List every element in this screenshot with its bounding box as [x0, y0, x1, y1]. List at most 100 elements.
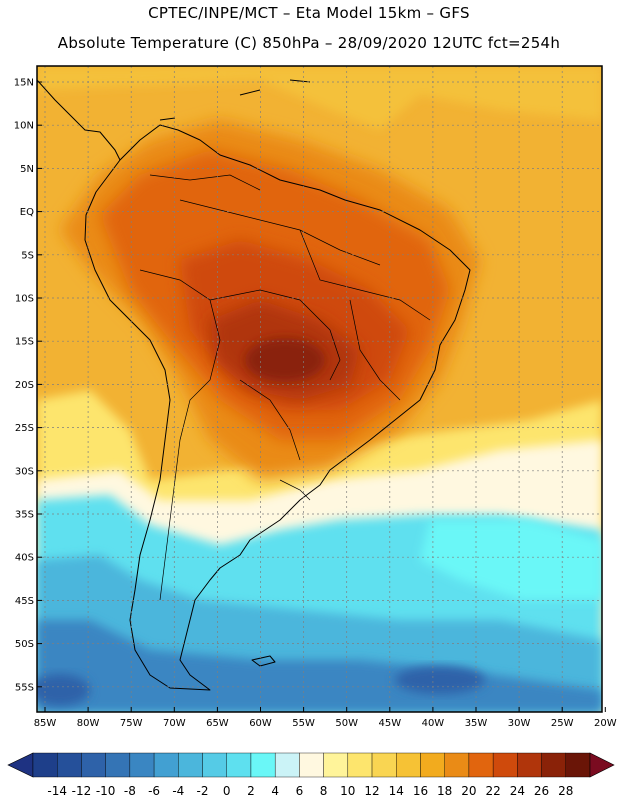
- colorbar-swatch: [347, 752, 373, 778]
- colorbar-swatch: [323, 752, 349, 778]
- colorbar-swatch: [129, 752, 155, 778]
- colorbar-label: -4: [172, 784, 184, 798]
- coastline-south-america: [84, 124, 471, 691]
- colorbar-label: -12: [72, 784, 92, 798]
- lat-label: 15S: [15, 337, 34, 348]
- colorbar-swatch: [226, 752, 252, 778]
- colorbar-swatch: [371, 752, 397, 778]
- hot-core-central-brazil: [245, 338, 325, 382]
- colorbar-swatch: [420, 752, 445, 778]
- cold-core-south-atlantic: [395, 666, 485, 694]
- cold-core-southwest: [37, 674, 90, 706]
- colorbar-swatch: [32, 752, 58, 778]
- border-colombia-venezuela: [149, 174, 261, 191]
- colorbar-label: 8: [320, 784, 328, 798]
- lat-label: 40S: [15, 553, 34, 564]
- colorbar-label: 28: [558, 784, 573, 798]
- colorbar-label: -8: [124, 784, 136, 798]
- colorbar-swatch: [492, 752, 518, 778]
- lat-label: 25S: [15, 423, 34, 434]
- lon-label: 60W: [249, 718, 272, 729]
- lon-label: 75W: [120, 718, 143, 729]
- colorbar-label: 16: [413, 784, 428, 798]
- colorbar-swatch: [274, 752, 300, 778]
- colorbar-label: 20: [461, 784, 476, 798]
- colorbar-label: 2: [247, 784, 255, 798]
- colorbar-swatch: [202, 752, 227, 778]
- coastline-central-america: [37, 79, 121, 161]
- lon-label: 50W: [335, 718, 358, 729]
- coastlines: [37, 79, 471, 691]
- colorbar-swatch: [444, 752, 470, 778]
- title-line-1: CPTEC/INPE/MCT – Eta Model 15km – GFS: [148, 4, 470, 22]
- colorbar-swatch: [178, 752, 203, 778]
- lat-lon-grid: [37, 66, 602, 712]
- coastline-falklands: [251, 655, 276, 667]
- lat-label: 10N: [14, 121, 34, 132]
- lon-label: 65W: [206, 718, 229, 729]
- border-paraguay-argentina: [239, 379, 301, 461]
- lon-label: 30W: [508, 718, 531, 729]
- lat-label: 5S: [21, 250, 34, 261]
- lat-label: 10S: [15, 294, 34, 305]
- colorbar-label: -2: [197, 784, 209, 798]
- colorbar-swatch: [299, 752, 324, 778]
- lon-label: 20W: [594, 718, 617, 729]
- lon-label: 25W: [551, 718, 574, 729]
- colorbar-swatch: [250, 752, 276, 778]
- colorbar: -14 -12 -10 -8 -6 -4 -2 0 2 4 6 8 10 12 14 16 18 20 22 24 26…: [7, 752, 615, 798]
- colorbar-swatch: [57, 752, 82, 778]
- temperature-field: [37, 66, 602, 712]
- colorbar-label: -14: [47, 784, 67, 798]
- colorbar-arrow-right: [589, 752, 615, 778]
- lat-label: EQ: [20, 207, 34, 218]
- lat-label: 50S: [15, 639, 34, 650]
- colorbar-label: -10: [96, 784, 116, 798]
- colorbar-label: 24: [510, 784, 525, 798]
- lon-label: 35W: [465, 718, 488, 729]
- lon-label: 80W: [77, 718, 100, 729]
- border-andes-west: [139, 269, 221, 601]
- country-state-borders: [139, 174, 431, 601]
- lat-label: 55S: [15, 682, 34, 693]
- lon-label: 85W: [34, 718, 57, 729]
- border-brazil-states: [299, 229, 431, 401]
- colorbar-swatch: [81, 752, 106, 778]
- colorbar-label: 26: [534, 784, 549, 798]
- colorbar-swatch: [517, 752, 542, 778]
- lat-label: 35S: [15, 510, 34, 521]
- lat-label: 5N: [20, 164, 34, 175]
- colorbar-label: 22: [485, 784, 500, 798]
- longitude-axis: 85W 80W 75W 70W 65W 60W 55W 50W 45W 40W 35W 30W 25W 2…: [34, 707, 617, 729]
- colorbar-label: -6: [148, 784, 160, 798]
- colorbar-swatch: [468, 752, 494, 778]
- colorbar-swatch: [153, 752, 179, 778]
- title-line-2: Absolute Temperature (C) 850hPa – 28/09/…: [57, 34, 561, 52]
- lon-label: 55W: [292, 718, 315, 729]
- colorbar-label: 14: [389, 784, 404, 798]
- colorbar-swatch: [105, 752, 131, 778]
- colorbar-label: 6: [296, 784, 304, 798]
- colorbar-swatch: [565, 752, 591, 778]
- lat-label: 20S: [15, 380, 34, 391]
- colorbar-label: 10: [340, 784, 355, 798]
- lat-label: 15N: [14, 78, 34, 89]
- lon-label: 70W: [163, 718, 186, 729]
- border-uruguay: [279, 479, 311, 501]
- lon-label: 40W: [422, 718, 445, 729]
- latitude-axis: 15N 10N 5N EQ 5S 10S 15S 20S 25S 30S 35S 40S 45S 50S 5…: [14, 78, 42, 693]
- map-frame: [36, 65, 603, 713]
- lon-label: 45W: [378, 718, 401, 729]
- colorbar-swatch: [396, 752, 421, 778]
- colorbar-label: 18: [437, 784, 452, 798]
- border-bolivia-brazil: [209, 289, 341, 381]
- coastline-caribbean-islands: [159, 79, 311, 121]
- colorbar-swatch: [541, 752, 566, 778]
- colorbar-label: 12: [364, 784, 379, 798]
- colorbar-arrow-left: [7, 752, 34, 778]
- colorbar-label: 0: [223, 784, 231, 798]
- lat-label: 45S: [15, 596, 34, 607]
- colorbar-label: 4: [271, 784, 279, 798]
- lat-label: 30S: [15, 466, 34, 477]
